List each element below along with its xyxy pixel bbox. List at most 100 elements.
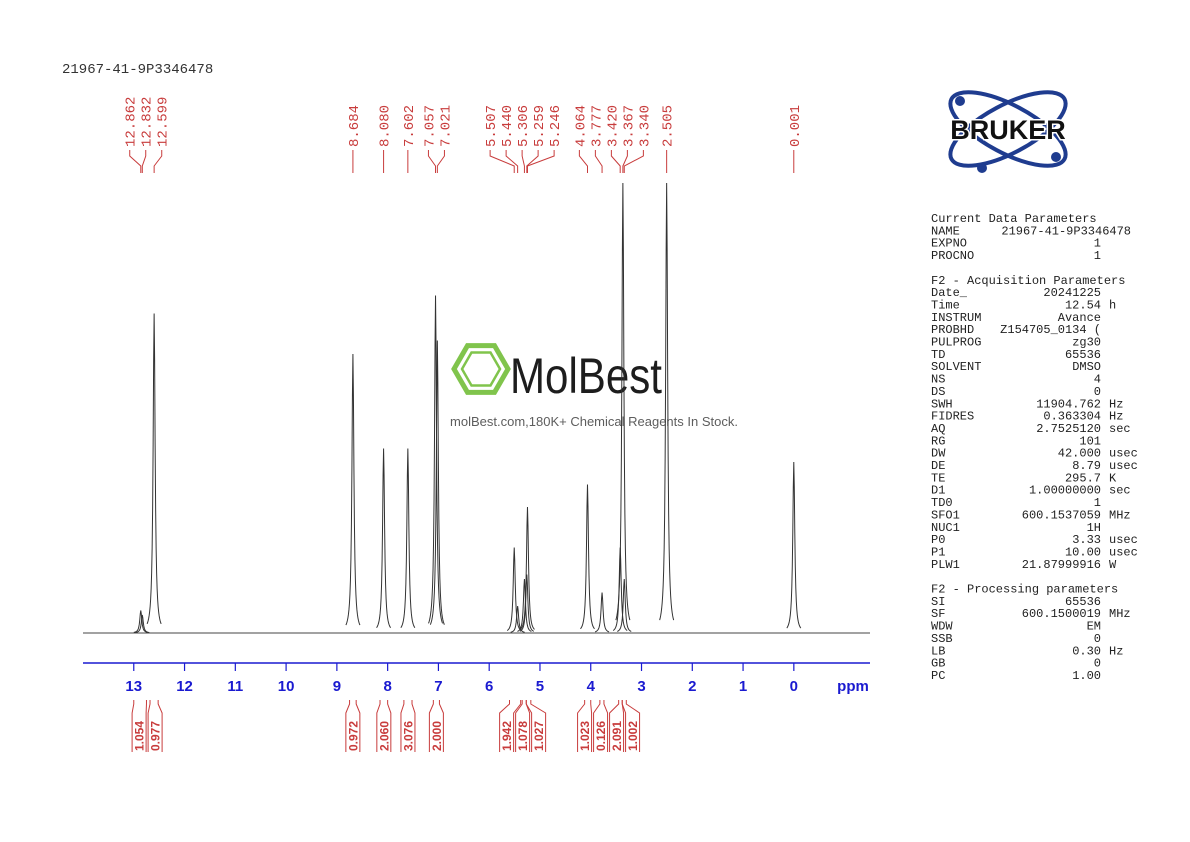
integral-bracket	[428, 700, 444, 752]
param-value: 21.87999916	[1022, 558, 1101, 572]
param-name: TD0	[931, 496, 953, 510]
param-name: WDW	[931, 620, 953, 634]
peak-label: 7.057	[422, 105, 438, 147]
x-tick-label: 8	[383, 678, 391, 695]
spectrum-peak	[580, 484, 595, 630]
integral-label: 2.091	[610, 721, 624, 751]
param-unit: sec	[1109, 422, 1131, 436]
integral-label: 1.078	[516, 721, 530, 751]
peak-connector	[141, 150, 147, 173]
x-tick-label: 1	[739, 678, 747, 695]
param-name: FIDRES	[931, 410, 974, 424]
spectrum-peak	[520, 506, 535, 630]
param-value: 1	[1094, 249, 1101, 263]
spectrum-peak	[506, 547, 522, 631]
param-value: 65536	[1065, 595, 1101, 609]
param-name: NUC1	[931, 521, 960, 535]
param-value: 1H	[1087, 521, 1101, 535]
logo-dot	[1051, 152, 1061, 162]
param-value: 42.000	[1058, 447, 1101, 461]
peak-label: 3.420	[605, 105, 621, 147]
param-name: SF	[931, 607, 945, 621]
param-value: 65536	[1065, 348, 1101, 362]
param-unit: MHz	[1109, 508, 1131, 522]
integral-bracket	[525, 700, 547, 752]
peak-label: 5.440	[500, 105, 516, 147]
param-value: 11904.762	[1036, 397, 1101, 411]
param-unit: Hz	[1109, 644, 1123, 658]
peak-label: 7.602	[402, 105, 418, 147]
x-tick-label: 0	[790, 678, 798, 695]
peak-label: 5.259	[532, 105, 548, 147]
logo-text: BRUKER	[950, 115, 1066, 145]
param-unit: K	[1109, 471, 1117, 485]
bruker-logo: BRUKER	[948, 90, 1068, 173]
param-value: 0	[1094, 657, 1101, 671]
spectrum-peak	[133, 610, 148, 633]
param-value: 600.1537059	[1022, 508, 1101, 522]
param-name: PROBHD	[931, 323, 974, 337]
param-name: SI	[931, 595, 945, 609]
spectrum-peak	[519, 574, 535, 632]
param-unit: usec	[1109, 459, 1138, 473]
watermark-hexagon	[451, 343, 511, 395]
peak-label: 8.684	[347, 105, 363, 147]
sample-id: 21967-41-9P3346478	[62, 62, 213, 78]
peak-connector	[578, 150, 588, 173]
param-name: Date_	[931, 286, 968, 300]
x-axis-unit: ppm	[837, 678, 869, 695]
param-section-title: Current Data Parameters	[931, 212, 1097, 226]
param-value: 10.00	[1065, 545, 1101, 559]
param-value: 4	[1094, 373, 1101, 387]
spectrum-peak	[376, 448, 392, 628]
watermark-tagline: molBest.com,180K+ Chemical Reagents In S…	[450, 414, 738, 429]
integral-bracket	[345, 700, 361, 752]
param-value: 1.00	[1072, 669, 1101, 683]
logo-orbit	[948, 90, 1068, 168]
param-value: 1	[1094, 496, 1101, 510]
integral-label: 0.972	[346, 721, 360, 751]
param-unit: Hz	[1109, 397, 1123, 411]
param-value: 12.54	[1065, 298, 1101, 312]
peak-label: 3.777	[589, 105, 605, 147]
integral-bracket	[621, 700, 641, 752]
peak-label: 2.505	[661, 105, 677, 147]
spectrum-peak	[510, 605, 525, 633]
param-name: PROCNO	[931, 249, 974, 263]
peak-connector	[526, 150, 555, 173]
param-unit: sec	[1109, 484, 1131, 498]
param-value: 1.00000000	[1029, 484, 1101, 498]
peak-label: 8.080	[378, 105, 394, 147]
param-value: Z154705_0134 (	[1000, 323, 1101, 337]
param-value: 3.33	[1072, 533, 1101, 547]
param-unit: MHz	[1109, 607, 1131, 621]
peak-label: 4.064	[573, 105, 589, 147]
param-unit: usec	[1109, 533, 1138, 547]
integral-bracket	[376, 700, 392, 752]
param-value: 101	[1079, 434, 1101, 448]
peak-connector	[594, 150, 603, 173]
integral-label: 3.076	[401, 721, 415, 751]
peak-connector	[526, 150, 539, 173]
integral-label: 1.023	[578, 721, 592, 751]
param-name: RG	[931, 434, 945, 448]
spectrum-peak	[400, 448, 416, 628]
watermark-hexagon	[460, 351, 502, 387]
param-name: EXPNO	[931, 237, 967, 251]
spectrum-peak	[786, 461, 802, 629]
integral-label: 1.054	[133, 721, 147, 751]
param-value: 2.7525120	[1036, 422, 1101, 436]
param-value: 295.7	[1065, 471, 1101, 485]
peak-connector	[489, 150, 515, 173]
integral-bracket	[577, 700, 593, 752]
integral-label: 1.002	[626, 721, 640, 751]
logo-dot	[955, 96, 965, 106]
peak-connector	[521, 150, 525, 173]
peak-label: 0.001	[788, 105, 804, 147]
param-value: 0	[1094, 632, 1101, 646]
x-tick-label: 6	[485, 678, 493, 695]
integral-label: 0.126	[594, 721, 608, 751]
param-value: Avance	[1058, 311, 1101, 325]
peak-connector	[623, 150, 644, 173]
